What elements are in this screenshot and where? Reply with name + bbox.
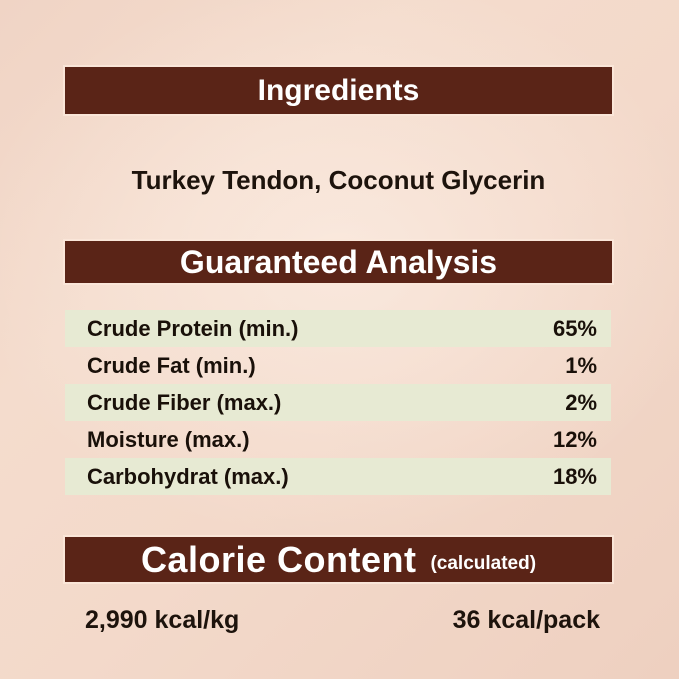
nutrient-label: Carbohydrat (max.) xyxy=(87,463,289,489)
ingredients-header-bar: Ingredients xyxy=(65,67,612,114)
ingredients-list: Turkey Tendon, Coconut Glycerin xyxy=(131,164,546,195)
calories-per-kg: 2,990 kcal/kg xyxy=(85,605,240,634)
calories-per-pack: 36 kcal/pack xyxy=(452,605,600,634)
guaranteed-analysis-header-bar: Guaranteed Analysis xyxy=(65,241,612,283)
ingredients-header-title: Ingredients xyxy=(257,73,420,107)
table-row: Crude Fat (min.) 1% xyxy=(65,347,611,384)
nutrient-value: 2% xyxy=(565,389,597,415)
nutrient-label: Crude Fat (min.) xyxy=(87,352,256,378)
nutrient-label: Crude Protein (min.) xyxy=(87,315,299,341)
table-row: Crude Protein (min.) 65% xyxy=(65,310,611,347)
guaranteed-analysis-header-title: Guaranteed Analysis xyxy=(179,243,498,280)
calorie-content-header-bar: Calorie Content (calculated) xyxy=(65,537,612,582)
calorie-content-header-note: (calculated) xyxy=(430,552,537,574)
calorie-content-header-title: Calorie Content xyxy=(140,538,417,580)
table-row: Moisture (max.) 12% xyxy=(65,421,611,458)
nutrient-value: 18% xyxy=(552,463,597,489)
table-row: Carbohydrat (max.) 18% xyxy=(65,458,611,495)
table-row: Crude Fiber (max.) 2% xyxy=(65,384,611,421)
nutrient-label: Moisture (max.) xyxy=(87,426,250,452)
nutrient-value: 12% xyxy=(552,426,597,452)
calorie-values-row: 2,990 kcal/kg 36 kcal/pack xyxy=(65,602,612,638)
nutrient-value: 65% xyxy=(552,315,597,341)
guaranteed-analysis-table: Crude Protein (min.) 65% Crude Fat (min.… xyxy=(65,310,611,495)
nutrient-label: Crude Fiber (max.) xyxy=(87,389,282,415)
nutrient-value: 1% xyxy=(565,352,597,378)
